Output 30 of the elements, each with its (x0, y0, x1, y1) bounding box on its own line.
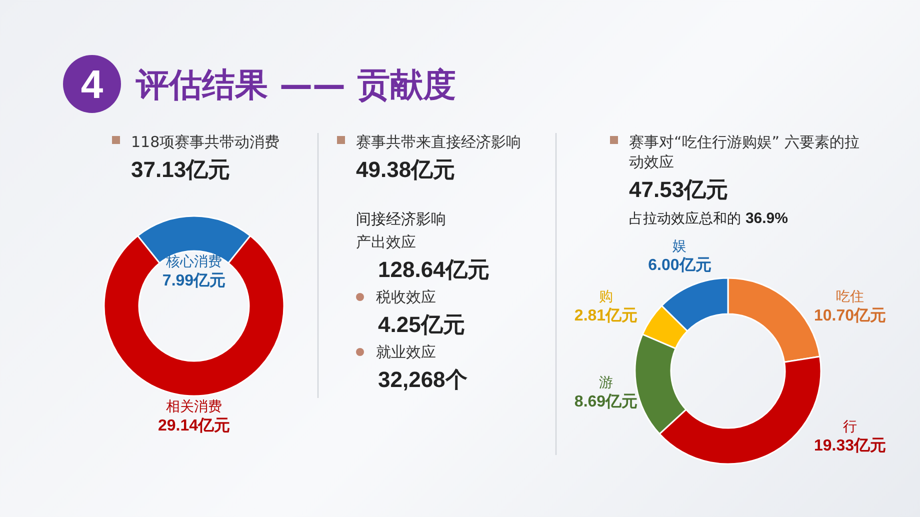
slice-label: 娱 (672, 238, 687, 255)
text: 税收效应 (376, 288, 436, 306)
text: 产出效应 (356, 233, 416, 251)
text: 32,268个 (378, 367, 468, 392)
text: 间接经济影响 (356, 210, 446, 228)
text: 赛事共带来直接经济影响 (356, 133, 521, 151)
slice-label: 相关消费 (166, 399, 222, 415)
data-label: 6.00亿元 (648, 256, 712, 274)
data-label: 19.33亿元 (814, 436, 886, 454)
data-label: 8.69亿元 (574, 392, 638, 410)
text: 评估结果 —— 贡献度 (135, 65, 456, 104)
chart-title: 118项赛事共带动消费 (131, 133, 280, 151)
slice-label: 游 (599, 374, 613, 391)
text: 就业效应 (376, 343, 436, 361)
text: 4.25亿元 (378, 312, 465, 337)
chart-subtitle: 37.13亿元 (131, 157, 230, 182)
data-label: 10.70亿元 (814, 306, 886, 324)
text: 占拉动效应总和的 36.9% (629, 210, 788, 227)
slice-label: 核心消费 (165, 254, 222, 270)
data-label: 29.14亿元 (158, 416, 230, 434)
chart-title: 赛事对“吃住行游购娱” 六要素的拉动效应 (629, 133, 860, 171)
slice-label: 行 (843, 419, 857, 435)
chart-subtitle: 47.53亿元 (629, 177, 728, 202)
text: 4 (80, 63, 104, 107)
text: 49.38亿元 (356, 157, 456, 182)
slice-label: 吃住 (836, 289, 864, 305)
data-label: 2.81亿元 (574, 306, 638, 324)
data-label: 7.99亿元 (162, 272, 226, 290)
slice-label: 购 (599, 289, 613, 305)
text: 128.64亿元 (378, 257, 490, 282)
